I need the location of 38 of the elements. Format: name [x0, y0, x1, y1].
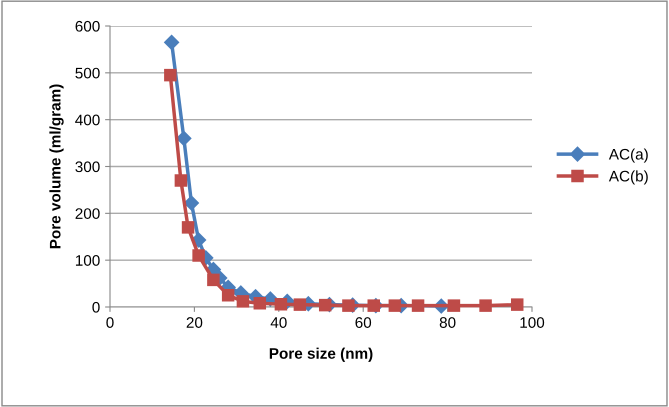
y-tick-label: 500	[75, 68, 100, 79]
point	[479, 299, 492, 312]
x-tick-label: 60	[355, 317, 372, 328]
point	[164, 68, 177, 82]
point	[192, 249, 205, 262]
point	[174, 174, 188, 187]
point	[368, 299, 380, 312]
y-tick-label: 0	[92, 302, 100, 313]
point	[412, 299, 424, 312]
point	[254, 297, 266, 310]
y-tick-label: 300	[75, 161, 100, 172]
point	[222, 289, 234, 302]
point	[236, 295, 250, 308]
point	[176, 130, 192, 146]
legend-label: AC(b)	[608, 170, 648, 185]
x-tick-label: 40	[270, 317, 287, 328]
y-tick-label: 600	[76, 20, 100, 32]
point	[388, 299, 402, 312]
y-tick-label: 400	[75, 114, 100, 126]
x-tick-label: 100	[520, 317, 544, 328]
y-axis-title: Pore volume (ml/gram)	[49, 84, 64, 248]
point	[318, 298, 332, 312]
point	[448, 299, 460, 312]
point	[342, 299, 355, 312]
y-tick-label: 100	[76, 255, 100, 266]
point	[207, 274, 220, 286]
point	[164, 34, 180, 50]
x-tick-label: 80	[440, 317, 456, 328]
x-tick-label: 0	[106, 317, 114, 328]
point	[274, 298, 288, 310]
point	[510, 298, 524, 311]
point	[184, 195, 200, 211]
y-tick-label: 200	[76, 208, 100, 220]
legend-label: AC(a)	[608, 148, 648, 163]
x-tick-label: 20	[186, 317, 202, 328]
point	[294, 298, 306, 311]
x-axis-title: Pore size (nm)	[270, 348, 372, 362]
point	[182, 221, 194, 234]
